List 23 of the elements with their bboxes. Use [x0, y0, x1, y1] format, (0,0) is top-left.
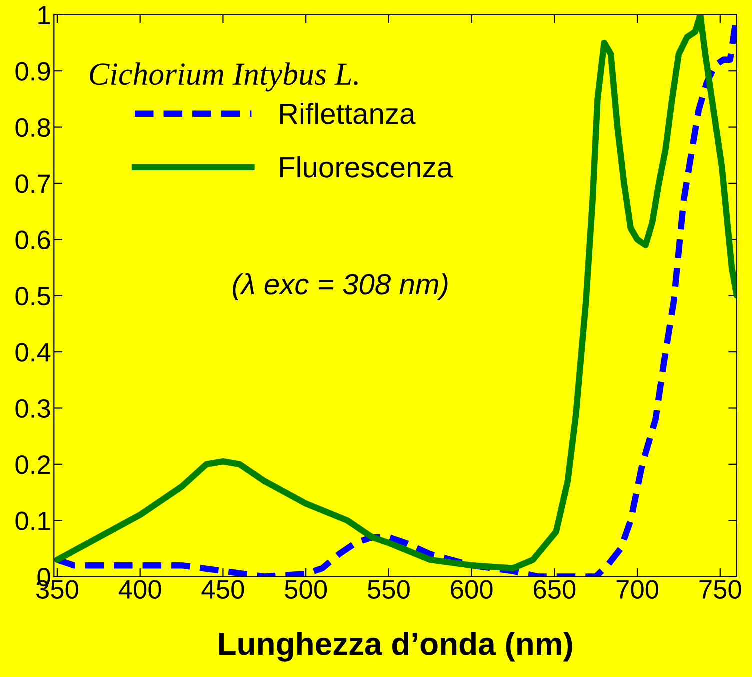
- y-tick-label: 0.3: [16, 399, 50, 418]
- y-tick-label: 0.1: [16, 512, 50, 530]
- y-tick-label: 0.2: [16, 456, 50, 474]
- y-tick-label: 0.7: [16, 174, 50, 194]
- x-tick-label: 450: [202, 580, 244, 599]
- y-tick-label: 0.6: [16, 230, 50, 250]
- x-axis-title: Lunghezza d’onda (nm): [219, 632, 572, 662]
- x-tick-label: 600: [451, 580, 493, 599]
- annotation: (λ exc = 308 nm): [233, 273, 448, 301]
- y-tick-label: 0.5: [16, 286, 50, 306]
- x-tick-label: 400: [118, 580, 162, 599]
- y-tick-label: 0.8: [16, 118, 50, 138]
- x-tick-label: 700: [616, 580, 659, 599]
- legend-label: Riflettanza: [280, 102, 416, 124]
- x-tick-label: 550: [368, 580, 410, 599]
- x-tick-label: 500: [285, 580, 328, 599]
- y-tick-label: 0.9: [16, 62, 50, 81]
- legend-label: Fluorescenza: [280, 156, 454, 178]
- annotation: Cichorium Intybus L.: [90, 62, 358, 92]
- x-tick-label: 650: [534, 580, 576, 599]
- y-tick-label: 1: [38, 6, 50, 24]
- x-tick-label: 750: [700, 580, 742, 599]
- y-tick-label: 0.4: [16, 343, 51, 362]
